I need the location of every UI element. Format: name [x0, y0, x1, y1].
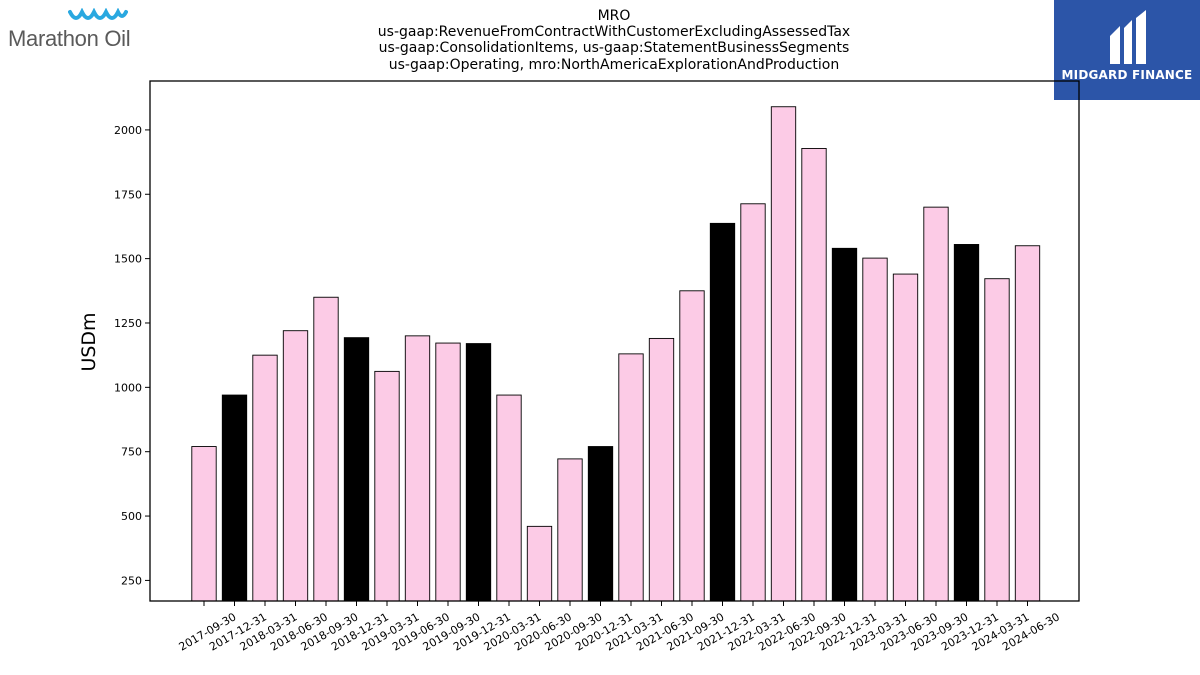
bar-2017-09-30: [191, 446, 217, 602]
y-axis-label: USDm: [78, 312, 100, 371]
bar-2020-12-31: [587, 446, 614, 602]
bar-2023-09-30: [923, 206, 949, 602]
bar-2019-12-31: [465, 343, 492, 602]
bar-2022-06-30: [770, 106, 797, 602]
bar-2023-03-31: [862, 257, 888, 602]
wave-icon: [68, 8, 128, 20]
plot-frame: [149, 80, 1080, 602]
bar-2022-09-30: [801, 147, 827, 602]
y-tick-label: 750: [121, 446, 142, 459]
y-axis-ticks: 250 500 750 1000 1250 1500 1750 2000: [114, 124, 150, 587]
y-tick-label: 1500: [114, 253, 142, 266]
bar-2023-12-31: [953, 244, 980, 602]
y-tick-label: 500: [121, 510, 142, 523]
brand-logo-text: MIDGARD FINANCE: [1061, 68, 1193, 82]
bar-2019-09-30: [435, 342, 461, 602]
bar-2020-03-31: [496, 394, 522, 602]
company-logo: Marathon Oil: [6, 6, 151, 51]
bar-2022-03-31: [740, 203, 766, 602]
x-axis-ticks: 2017-09-302017-12-312018-03-312018-06-30…: [177, 601, 1062, 654]
y-tick-label: 2000: [114, 124, 142, 137]
bar-2018-09-30: [313, 296, 339, 602]
bar-2017-12-31: [221, 394, 248, 602]
chart-title: MRO: [598, 8, 631, 24]
bar-2024-03-31: [984, 278, 1010, 602]
bar-2021-03-31: [618, 353, 644, 602]
chart-subtitle-line-1: us-gaap:RevenueFromContractWithCustomerE…: [378, 24, 850, 40]
y-tick-label: 250: [121, 574, 142, 587]
bar-2020-09-30: [557, 458, 583, 602]
y-tick-label: 1000: [114, 381, 142, 394]
bar-2018-06-30: [282, 330, 309, 602]
bar-2021-09-30: [679, 290, 705, 602]
bar-2018-12-31: [343, 337, 370, 602]
chart-subtitle-line-3: us-gaap:Operating, mro:NorthAmericaExplo…: [389, 57, 839, 73]
company-logo-text: Marathon Oil: [8, 26, 131, 51]
bar-2019-06-30: [404, 335, 431, 602]
brand-logo: MIDGARD FINANCE: [1054, 0, 1200, 100]
bar-2021-12-31: [709, 222, 736, 602]
bars-group: [191, 106, 1041, 602]
y-tick-label: 1250: [114, 317, 142, 330]
brand-monogram-icon: [1110, 10, 1146, 64]
bar-2021-06-30: [648, 337, 675, 602]
bar-2018-03-31: [252, 354, 278, 602]
bar-2024-06-30: [1014, 245, 1041, 602]
bar-2023-06-30: [892, 273, 919, 602]
bar-2019-03-31: [374, 370, 400, 602]
y-tick-label: 1750: [114, 188, 142, 201]
chart-subtitle-line-2: us-gaap:ConsolidationItems, us-gaap:Stat…: [379, 40, 850, 56]
bar-2020-06-30: [526, 525, 553, 602]
bar-2022-12-31: [831, 247, 858, 602]
